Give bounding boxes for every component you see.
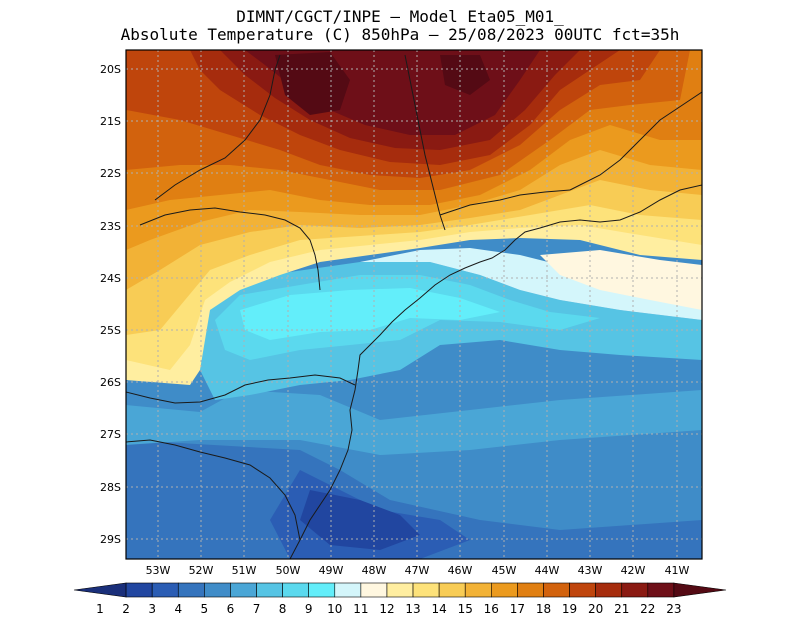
colorbar-label: 22 <box>640 602 655 616</box>
colorbar-swatch <box>647 582 675 598</box>
colorbar-swatch <box>308 582 336 598</box>
colorbar-label: 17 <box>510 602 525 616</box>
lat-label-22s: 22S <box>100 167 121 180</box>
lon-label-51w: 51W <box>232 564 257 577</box>
colorbar-label: 23 <box>666 602 681 616</box>
lon-label-46w: 46W <box>448 564 473 577</box>
temperature-field <box>126 50 702 559</box>
colorbar-swatch <box>464 582 492 598</box>
colorbar-label: 9 <box>305 602 313 616</box>
colorbar-swatch <box>438 582 466 598</box>
lat-label-23s: 23S <box>100 220 121 233</box>
colorbar-label: 16 <box>484 602 499 616</box>
colorbar-label: 8 <box>279 602 287 616</box>
colorbar-label: 19 <box>562 602 577 616</box>
lon-label-50w: 50W <box>276 564 301 577</box>
lon-label-44w: 44W <box>535 564 560 577</box>
colorbar-label: 13 <box>405 602 420 616</box>
colorbar-label: 1 <box>96 602 104 616</box>
colorbar-swatch <box>491 582 518 598</box>
chart-title-line1: DIMNT/CGCT/INPE – Model Eta05_M01_ <box>236 7 564 26</box>
colorbar-label: 3 <box>148 602 156 616</box>
latitude-tick-labels: 20S 21S 22S 23S 24S 25S 26S 27S 28S 29S <box>100 63 121 546</box>
map-gridlines <box>126 50 702 559</box>
colorbar-label: 15 <box>458 602 473 616</box>
colorbar-swatch <box>125 582 153 598</box>
colorbar-swatch <box>412 582 440 598</box>
lon-label-53w: 53W <box>146 564 171 577</box>
lat-label-26s: 26S <box>100 376 121 389</box>
colorbar-label: 10 <box>327 602 342 616</box>
chart-title-line2: Absolute Temperature (C) 850hPa – 25/08/… <box>120 25 680 44</box>
colorbar: 1 2 3 4 5 6 7 8 9 10 11 12 13 14 15 16 17 18 19 20 21 22 23 <box>73 582 727 616</box>
lat-label-24s: 24S <box>100 272 121 285</box>
colorbar-label: 20 <box>588 602 603 616</box>
lon-label-42w: 42W <box>621 564 646 577</box>
colorbar-swatch <box>569 582 596 598</box>
colorbar-swatch <box>595 582 623 598</box>
colorbar-swatch <box>334 582 362 598</box>
colorbar-label: 21 <box>614 602 629 616</box>
colorbar-label: 4 <box>174 602 182 616</box>
colorbar-swatch <box>673 582 727 598</box>
lon-label-49w: 49W <box>319 564 344 577</box>
coastline-borders <box>126 54 702 559</box>
colorbar-swatch <box>177 582 205 598</box>
lat-label-25s: 25S <box>100 324 121 337</box>
colorbar-swatch <box>204 582 231 598</box>
map-frame <box>125 49 703 560</box>
longitude-tick-labels: 53W 52W 51W 50W 49W 48W 47W 46W 45W 44W … <box>146 564 690 577</box>
colorbar-label: 5 <box>201 602 209 616</box>
colorbar-swatch <box>621 582 649 598</box>
lon-label-52w: 52W <box>189 564 214 577</box>
colorbar-swatch <box>230 582 257 598</box>
colorbar-swatch <box>151 582 179 598</box>
lon-label-43w: 43W <box>578 564 603 577</box>
colorbar-label: 12 <box>379 602 394 616</box>
colorbar-swatch <box>73 582 127 598</box>
lat-label-28s: 28S <box>100 481 121 494</box>
lon-label-47w: 47W <box>405 564 430 577</box>
colorbar-swatch <box>517 582 544 598</box>
lon-label-48w: 48W <box>362 564 387 577</box>
colorbar-swatch <box>282 582 309 598</box>
colorbar-label: 7 <box>253 602 261 616</box>
lat-label-29s: 29S <box>100 533 121 546</box>
colorbar-label: 11 <box>353 602 368 616</box>
lon-label-45w: 45W <box>492 564 517 577</box>
colorbar-swatch <box>543 582 570 598</box>
colorbar-swatch <box>386 582 414 598</box>
lat-label-27s: 27S <box>100 428 121 441</box>
colorbar-swatch <box>256 582 283 598</box>
colorbar-label: 2 <box>122 602 130 616</box>
lat-label-21s: 21S <box>100 115 121 128</box>
colorbar-label: 14 <box>431 602 446 616</box>
colorbar-label: 18 <box>536 602 551 616</box>
colorbar-swatch <box>360 582 388 598</box>
lat-label-20s: 20S <box>100 63 121 76</box>
lon-label-41w: 41W <box>665 564 690 577</box>
colorbar-label: 6 <box>227 602 235 616</box>
